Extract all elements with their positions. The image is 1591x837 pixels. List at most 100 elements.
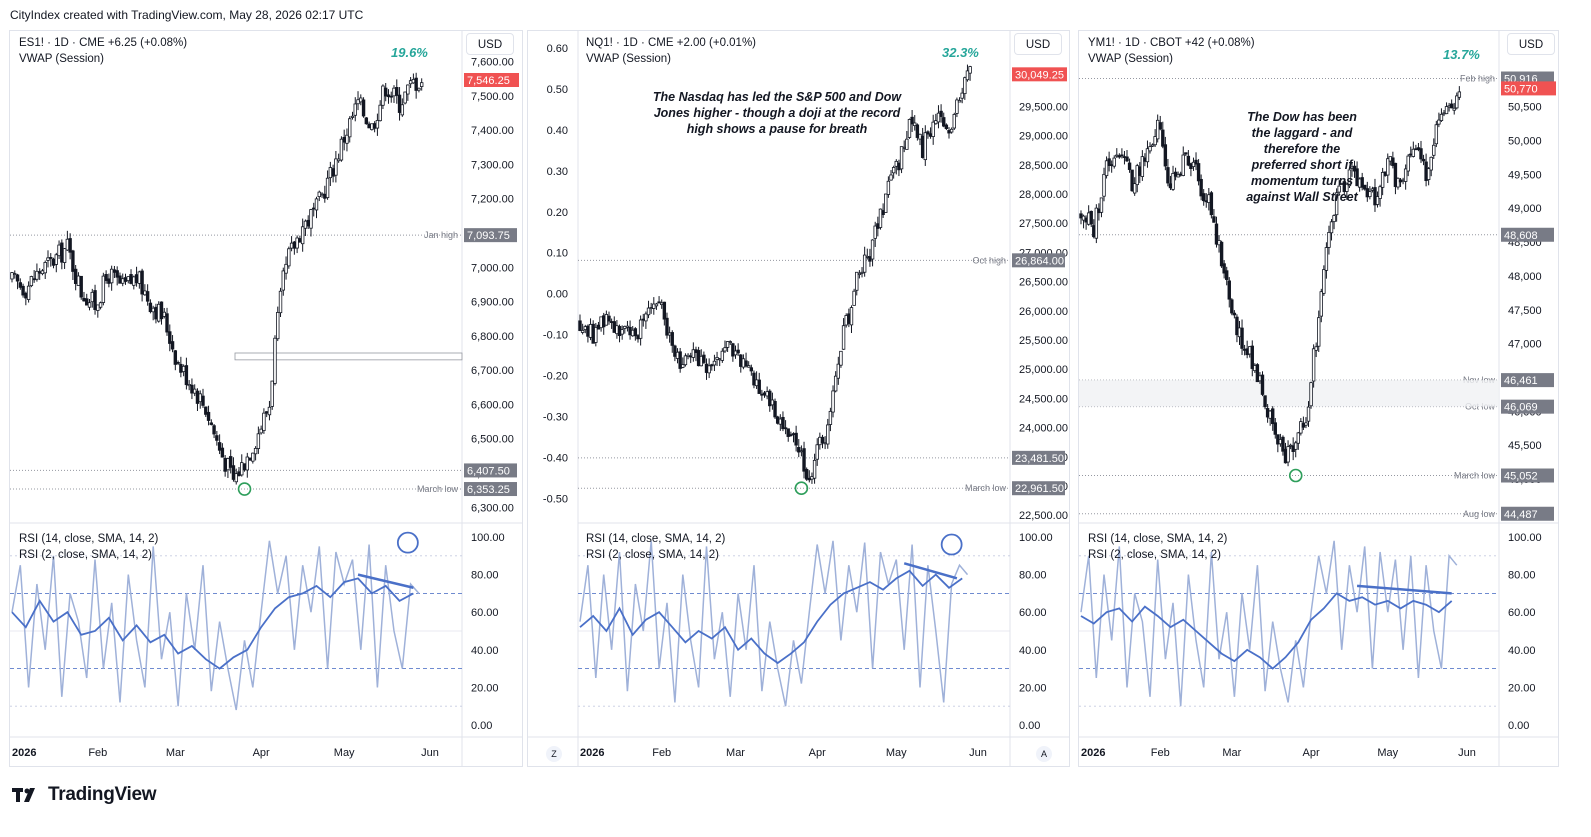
candle-body <box>1306 406 1311 422</box>
candle-body <box>778 418 783 425</box>
candle-body <box>1327 232 1331 248</box>
candle-body <box>364 117 369 125</box>
auto-scale-button[interactable]: A <box>1036 746 1052 762</box>
candle-body <box>1158 122 1162 130</box>
candle-body <box>678 351 682 369</box>
candle-body <box>408 80 413 85</box>
candle-body <box>184 365 189 386</box>
candle-body <box>968 66 972 74</box>
tradingview-logo[interactable]: TradingView <box>12 784 157 806</box>
candle-body <box>667 332 672 336</box>
price-tick-label: 6,700.00 <box>471 365 514 377</box>
candle-body <box>907 119 912 138</box>
candle-body <box>947 130 951 134</box>
chart-panel-es[interactable]: 7,600.00 7,500.00 7,400.00 7,300.00 7,200.00… <box>9 30 523 767</box>
candle-body <box>965 70 970 81</box>
level-badge-label: 6,407.50 <box>467 465 510 477</box>
candle-body <box>594 326 598 343</box>
time-tick-label: Apr <box>1303 747 1320 759</box>
candle-body <box>1235 316 1239 336</box>
candle-body <box>1455 95 1459 109</box>
candle-body <box>628 326 632 336</box>
candle-body <box>1294 442 1298 450</box>
candle-body <box>134 274 139 284</box>
candle-body <box>1250 345 1254 369</box>
candle-body <box>140 270 144 295</box>
candle-body <box>336 158 341 162</box>
chart-panel-nq[interactable]: 29,500.00 29,000.00 28,500.00 28,000.00 27,5… <box>527 30 1070 767</box>
candle-body <box>683 355 688 366</box>
candle-body <box>865 255 869 258</box>
candle-body <box>392 87 396 97</box>
candle-body <box>1227 280 1231 300</box>
candle-body <box>201 395 205 406</box>
currency-button[interactable]: USD <box>1014 33 1062 55</box>
time-tick-label: Feb <box>1151 747 1170 759</box>
price-tick-label: 27,500.00 <box>1019 218 1068 230</box>
candle-body <box>350 115 355 118</box>
candle-body <box>303 220 308 229</box>
last-price-label: 7,546.25 <box>467 75 510 87</box>
rsi-divergence-line <box>357 573 414 589</box>
candle-body <box>381 85 385 106</box>
candle-body <box>1368 191 1372 198</box>
candle-body <box>1334 192 1339 216</box>
candle-body <box>586 325 590 337</box>
candle-body <box>1329 221 1334 234</box>
candle-body <box>894 160 898 167</box>
annotation-text: The Dow has been the laggard - and there… <box>1246 110 1358 204</box>
currency-button[interactable]: USD <box>466 33 514 55</box>
candle-body <box>725 341 730 348</box>
candle-body <box>276 312 280 340</box>
candle-body <box>960 92 964 99</box>
price-tick-label: 28,500.00 <box>1019 160 1068 172</box>
level-badge <box>1501 373 1554 388</box>
candle-body <box>1255 364 1260 383</box>
rsi-tick-label: 40.00 <box>1508 645 1536 657</box>
candle-body <box>143 290 147 296</box>
level-badge-label: 6,353.25 <box>467 484 510 496</box>
candle-body <box>98 302 103 308</box>
candle-body <box>361 99 366 117</box>
candle-body <box>406 84 410 95</box>
candle-body <box>878 208 883 228</box>
candle-body <box>612 321 616 333</box>
candle-body <box>675 351 680 359</box>
candle-body <box>395 87 399 96</box>
candle-body <box>1411 148 1416 157</box>
candle-body <box>847 313 851 324</box>
rsi14-legend: RSI (14, close, SMA, 14, 2) <box>586 533 726 545</box>
candle-body <box>918 133 922 140</box>
chart-panel-ym[interactable]: 50,500 50,000 49,500 49,000 48,500 48,000 47,5… <box>1078 30 1559 767</box>
candle-body <box>646 307 651 316</box>
level-badge-label: 46,069 <box>1504 402 1538 414</box>
price-tick-label: 25,500.00 <box>1019 335 1068 347</box>
candle-body <box>617 326 622 337</box>
currency-button[interactable]: USD <box>1507 33 1555 55</box>
candle-body <box>367 123 371 129</box>
candle-body <box>157 303 161 322</box>
zoom-button[interactable]: Z <box>546 746 562 762</box>
candle-body <box>76 275 81 286</box>
rsi-tick-label: 80.00 <box>1508 570 1536 582</box>
candle-body <box>744 360 748 367</box>
candle-body <box>1317 317 1321 347</box>
price-tick-label: 29,500.00 <box>1019 101 1068 113</box>
candle-body <box>270 380 274 407</box>
level-badge <box>1501 506 1554 521</box>
candle-body <box>633 328 638 337</box>
candle-body <box>1089 210 1093 225</box>
level-badge <box>1501 399 1554 414</box>
candle-body <box>712 360 717 366</box>
candle-body <box>159 301 164 320</box>
candle-body <box>223 457 227 472</box>
candle-body <box>797 447 801 453</box>
candle-body <box>1153 136 1157 146</box>
candle-body <box>37 271 42 274</box>
rsi2-line <box>1080 540 1458 707</box>
left-axis-tick-label: -0.20 <box>543 371 568 383</box>
candle-body <box>810 476 814 480</box>
candle-body <box>148 302 153 313</box>
candle-body <box>240 462 244 476</box>
candle-body <box>623 325 627 329</box>
